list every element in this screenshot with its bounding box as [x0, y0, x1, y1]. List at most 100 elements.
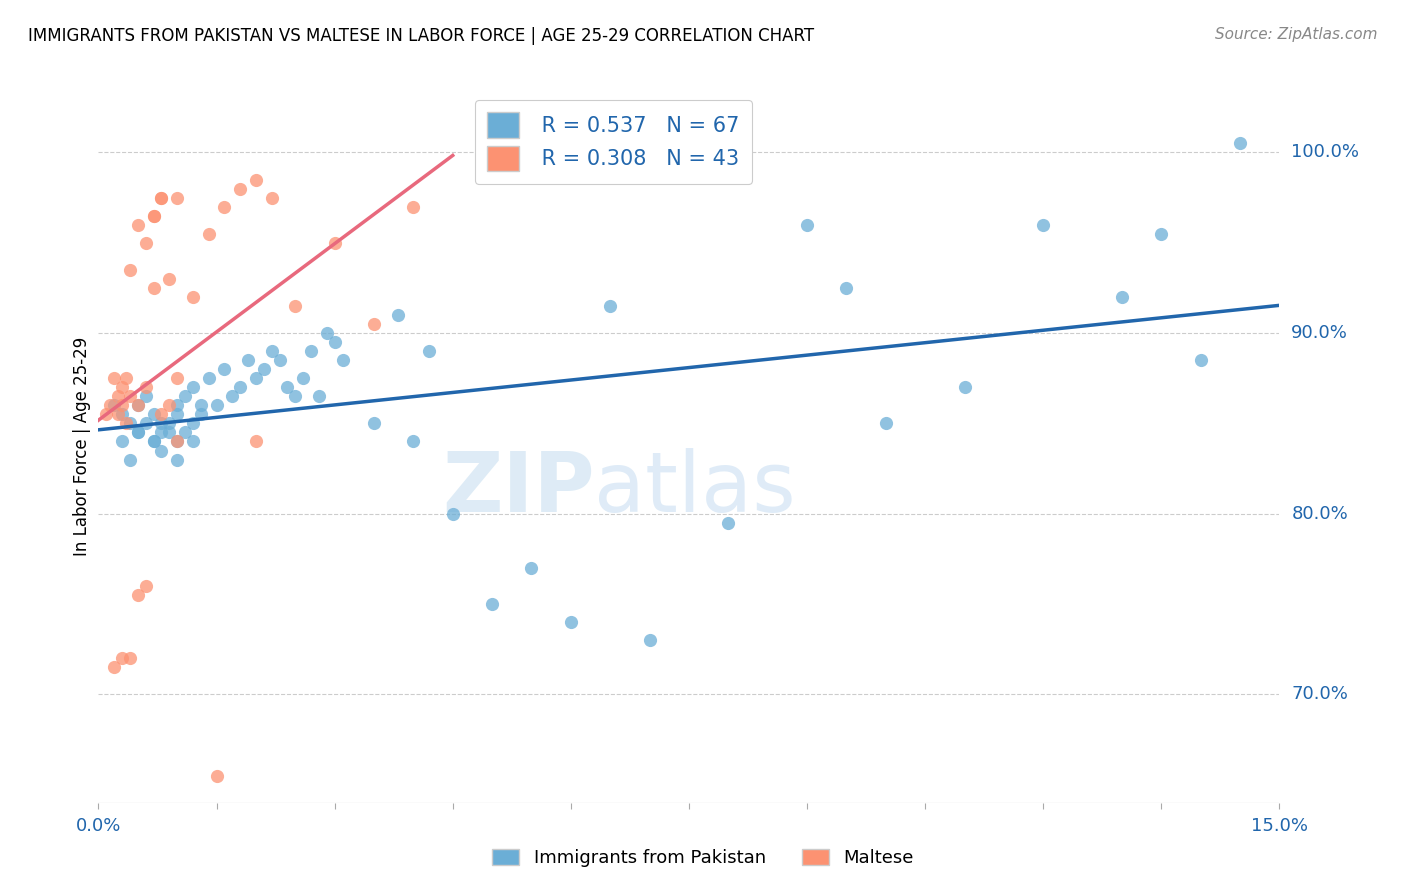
Point: [299, 344, 322, 359]
Text: ZIP: ZIP: [441, 449, 595, 529]
Point: [111, 398, 134, 412]
Point: [157, 272, 180, 286]
Point: [387, 308, 409, 322]
Legend: Immigrants from Pakistan, Maltese: Immigrants from Pakistan, Maltese: [485, 841, 921, 874]
Point: [127, 425, 149, 440]
Point: [157, 425, 180, 440]
Point: [118, 417, 141, 431]
Point: [142, 209, 165, 223]
Point: [308, 389, 330, 403]
Point: [323, 235, 346, 250]
Point: [111, 408, 134, 422]
Point: [174, 389, 197, 403]
Point: [599, 299, 621, 313]
Point: [157, 417, 180, 431]
Point: [150, 417, 173, 431]
Point: [107, 408, 129, 422]
Point: [1032, 218, 1054, 232]
Point: [135, 579, 157, 593]
Point: [118, 263, 141, 277]
Point: [142, 209, 165, 223]
Point: [142, 281, 165, 295]
Point: [1189, 353, 1212, 368]
Point: [127, 588, 149, 602]
Point: [166, 434, 188, 449]
Point: [135, 417, 157, 431]
Point: [118, 452, 141, 467]
Point: [98, 398, 121, 412]
Point: [142, 408, 165, 422]
Point: [205, 398, 228, 412]
Point: [236, 353, 259, 368]
Point: [835, 281, 858, 295]
Point: [1150, 227, 1173, 241]
Point: [166, 452, 188, 467]
Point: [1111, 290, 1133, 304]
Text: atlas: atlas: [595, 449, 796, 529]
Text: 70.0%: 70.0%: [1291, 685, 1348, 704]
Point: [292, 371, 315, 385]
Point: [315, 326, 337, 340]
Point: [150, 443, 173, 458]
Point: [181, 380, 204, 394]
Point: [363, 317, 385, 331]
Point: [441, 507, 464, 521]
Point: [638, 633, 661, 648]
Point: [115, 371, 138, 385]
Point: [166, 434, 188, 449]
Point: [214, 200, 236, 214]
Point: [875, 417, 897, 431]
Text: 90.0%: 90.0%: [1291, 324, 1348, 343]
Text: 100.0%: 100.0%: [1291, 144, 1360, 161]
Point: [284, 299, 307, 313]
Point: [181, 434, 204, 449]
Point: [157, 398, 180, 412]
Y-axis label: In Labor Force | Age 25-29: In Labor Force | Age 25-29: [73, 336, 91, 556]
Point: [197, 227, 219, 241]
Point: [245, 434, 267, 449]
Point: [111, 434, 134, 449]
Point: [481, 597, 503, 611]
Point: [166, 371, 188, 385]
Point: [135, 389, 157, 403]
Point: [402, 200, 425, 214]
Text: 0.0%: 0.0%: [76, 817, 121, 835]
Point: [560, 615, 582, 629]
Point: [284, 389, 307, 403]
Point: [111, 380, 134, 394]
Point: [1229, 136, 1251, 151]
Point: [127, 425, 149, 440]
Point: [150, 191, 173, 205]
Point: [115, 417, 138, 431]
Point: [166, 191, 188, 205]
Point: [953, 380, 976, 394]
Legend:  R = 0.537   N = 67,  R = 0.308   N = 43: R = 0.537 N = 67, R = 0.308 N = 43: [475, 100, 752, 184]
Point: [229, 380, 252, 394]
Point: [142, 434, 165, 449]
Point: [127, 398, 149, 412]
Point: [323, 335, 346, 350]
Point: [150, 191, 173, 205]
Point: [221, 389, 243, 403]
Point: [214, 362, 236, 376]
Point: [111, 651, 134, 665]
Text: 15.0%: 15.0%: [1251, 817, 1308, 835]
Point: [269, 353, 291, 368]
Point: [245, 172, 267, 186]
Point: [127, 218, 149, 232]
Point: [332, 353, 354, 368]
Point: [142, 434, 165, 449]
Point: [245, 371, 267, 385]
Point: [363, 417, 385, 431]
Point: [103, 660, 125, 674]
Point: [717, 516, 740, 530]
Text: IMMIGRANTS FROM PAKISTAN VS MALTESE IN LABOR FORCE | AGE 25-29 CORRELATION CHART: IMMIGRANTS FROM PAKISTAN VS MALTESE IN L…: [28, 27, 814, 45]
Point: [229, 181, 252, 195]
Point: [96, 408, 118, 422]
Point: [107, 389, 129, 403]
Point: [253, 362, 276, 376]
Point: [135, 380, 157, 394]
Point: [166, 398, 188, 412]
Point: [418, 344, 440, 359]
Point: [205, 769, 228, 783]
